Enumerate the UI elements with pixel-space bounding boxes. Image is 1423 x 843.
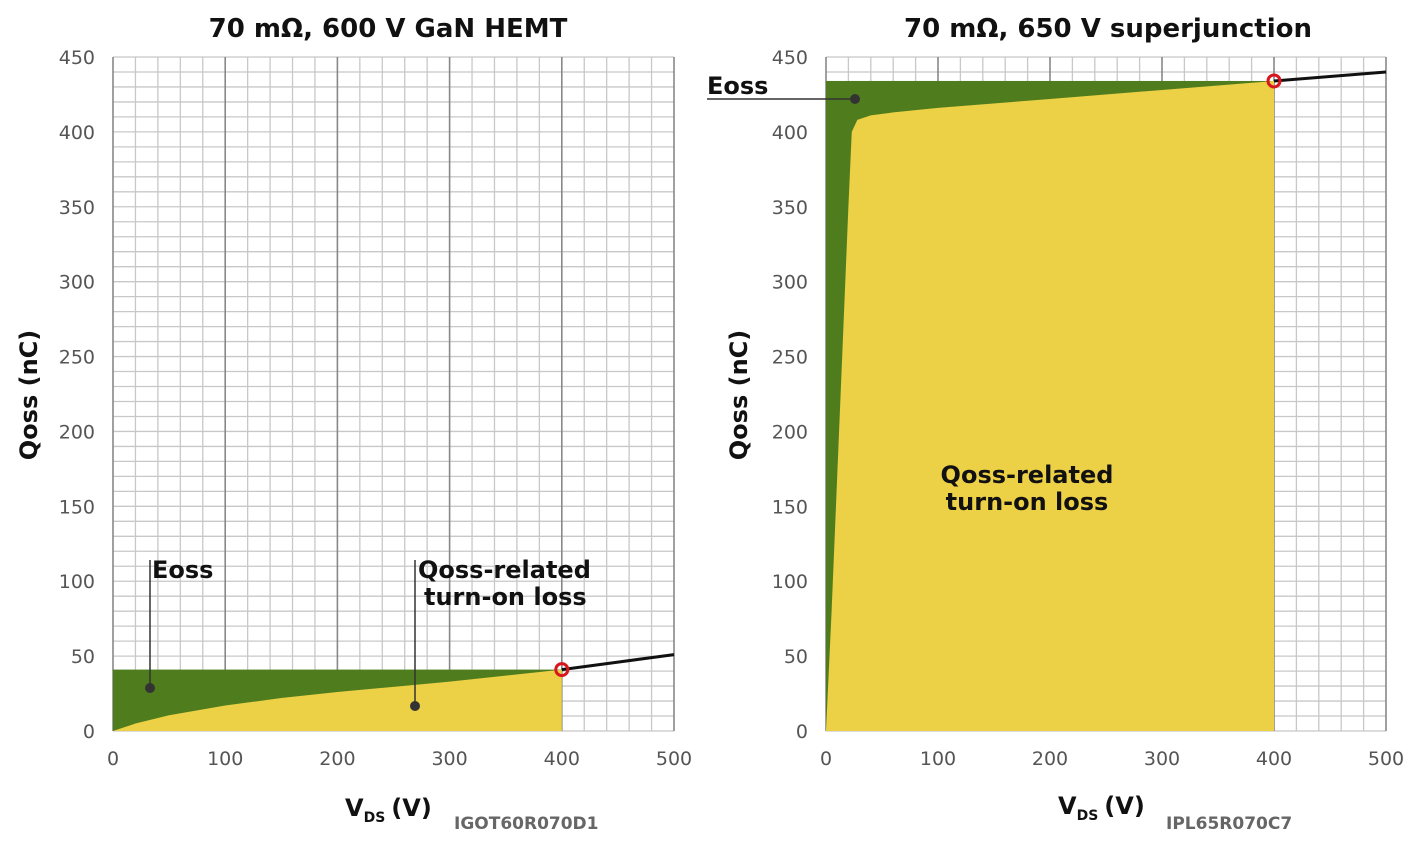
y-tick-label: 0 bbox=[796, 721, 808, 743]
eoss-leader-dot bbox=[145, 683, 155, 693]
x-tick-label: 500 bbox=[1368, 748, 1404, 770]
qoss-label-line2: turn-on loss bbox=[946, 488, 1109, 516]
x-tick-label: 100 bbox=[920, 748, 956, 770]
superjunction-panel: 70 mΩ, 650 V superjunction Qoss (nC) VDS… bbox=[707, 14, 1404, 834]
x-axis-label-sub: DS bbox=[364, 810, 386, 826]
x-tick-label: 400 bbox=[544, 748, 580, 770]
x-tick-label: 100 bbox=[207, 748, 243, 770]
y-axis-label: Qoss (nC) bbox=[725, 330, 753, 460]
y-tick-label: 100 bbox=[772, 571, 808, 593]
y-tick-label: 200 bbox=[772, 421, 808, 443]
operating-point-marker bbox=[1266, 73, 1282, 89]
y-tick-label: 250 bbox=[59, 347, 95, 369]
qoss-label-line2: turn-on loss bbox=[424, 583, 587, 611]
x-axis-label-main: V bbox=[1058, 792, 1077, 820]
y-tick-label: 100 bbox=[59, 571, 95, 593]
qoss-turn-on-loss-area bbox=[113, 669, 562, 731]
operating-point-marker bbox=[554, 662, 570, 678]
x-axis-label-sub: DS bbox=[1077, 808, 1099, 824]
x-tick-label: 200 bbox=[1032, 748, 1068, 770]
y-tick-label: 300 bbox=[59, 272, 95, 294]
y-tick-label: 150 bbox=[772, 496, 808, 518]
qoss-label-line1: Qoss-related bbox=[941, 461, 1114, 489]
x-axis-label-main: V bbox=[345, 794, 364, 822]
chart-title: 70 mΩ, 650 V superjunction bbox=[904, 14, 1312, 44]
x-tick-label: 400 bbox=[1256, 748, 1292, 770]
x-tick-label: 300 bbox=[1144, 748, 1180, 770]
eoss-label: Eoss bbox=[707, 72, 768, 100]
y-tick-label: 150 bbox=[59, 496, 95, 518]
qoss-turn-on-loss-area bbox=[826, 80, 1274, 731]
chart-title: 70 mΩ, 600 V GaN HEMT bbox=[209, 14, 568, 44]
part-number: IGOT60R070D1 bbox=[454, 814, 599, 834]
x-tick-label: 200 bbox=[319, 748, 355, 770]
y-tick-label: 300 bbox=[772, 272, 808, 294]
y-tick-label: 400 bbox=[59, 122, 95, 144]
eoss-label: Eoss bbox=[152, 556, 213, 584]
y-tick-label: 0 bbox=[83, 721, 95, 743]
x-tick-label: 0 bbox=[107, 748, 119, 770]
x-axis-label: VDS (V) bbox=[1058, 792, 1145, 824]
x-axis-label-unit: (V) bbox=[1104, 792, 1145, 820]
y-tick-label: 450 bbox=[59, 47, 95, 69]
grid bbox=[112, 56, 675, 732]
y-tick-label: 450 bbox=[772, 47, 808, 69]
y-tick-label: 350 bbox=[772, 197, 808, 219]
eoss-leader-dot bbox=[850, 94, 860, 104]
x-tick-label: 300 bbox=[431, 748, 467, 770]
x-axis-label: VDS (V) bbox=[345, 794, 432, 826]
x-axis-label-unit: (V) bbox=[391, 794, 432, 822]
qoss-curve-line bbox=[1273, 70, 1387, 83]
y-tick-label: 200 bbox=[59, 421, 95, 443]
y-tick-label: 350 bbox=[59, 197, 95, 219]
qoss-curve-line bbox=[561, 653, 675, 672]
x-tick-label: 500 bbox=[656, 748, 692, 770]
y-tick-label: 50 bbox=[71, 646, 95, 668]
y-tick-label: 250 bbox=[772, 347, 808, 369]
qoss-label-line1: Qoss-related bbox=[418, 556, 591, 584]
part-number: IPL65R070C7 bbox=[1166, 814, 1292, 834]
gan-panel: 70 mΩ, 600 V GaN HEMT Qoss (nC) VDS (V) I… bbox=[15, 14, 692, 834]
y-tick-label: 400 bbox=[772, 122, 808, 144]
y-axis-label: Qoss (nC) bbox=[15, 330, 43, 460]
qoss-leader-dot bbox=[410, 701, 420, 711]
y-tick-label: 50 bbox=[784, 646, 808, 668]
x-tick-label: 0 bbox=[820, 748, 832, 770]
